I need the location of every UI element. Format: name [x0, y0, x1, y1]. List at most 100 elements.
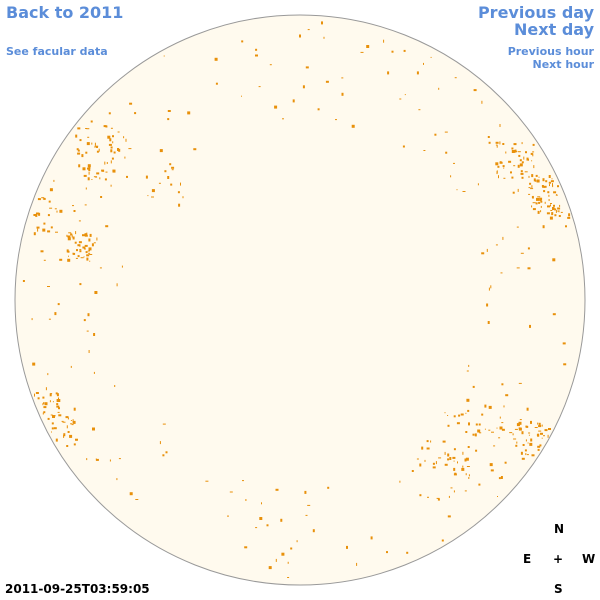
next-day-link[interactable]: Next day [514, 20, 594, 39]
facula [399, 480, 401, 483]
facula [335, 119, 337, 121]
facula [116, 478, 118, 481]
facula [516, 423, 520, 427]
facula [67, 258, 71, 262]
facula [540, 200, 543, 203]
facula [554, 208, 557, 211]
facula [402, 145, 405, 148]
facula [37, 198, 41, 201]
facula [547, 434, 549, 438]
facula [464, 490, 467, 492]
facula [96, 150, 99, 153]
facula [53, 179, 55, 182]
facula [524, 449, 527, 452]
facula [502, 165, 505, 168]
facula [282, 118, 284, 120]
facula [444, 463, 448, 466]
facula [538, 430, 542, 432]
facula [517, 151, 521, 153]
facula [545, 180, 548, 183]
facula [449, 457, 452, 460]
facula [71, 234, 73, 238]
facula [447, 424, 450, 427]
facula [89, 254, 93, 255]
facula [78, 164, 81, 168]
facula [488, 287, 490, 291]
facula [59, 258, 63, 261]
facula [456, 422, 460, 425]
facula [96, 146, 98, 148]
facula [477, 429, 481, 433]
facula [94, 291, 98, 294]
facula [42, 403, 44, 406]
facula [360, 51, 364, 53]
facula [529, 442, 533, 446]
facula [525, 439, 527, 442]
facula [452, 456, 456, 459]
facula [524, 171, 528, 173]
facula [532, 153, 534, 157]
facula [91, 243, 94, 247]
facula [487, 321, 490, 324]
facula [91, 179, 93, 180]
facula [509, 432, 513, 434]
facula [101, 169, 105, 172]
facula [457, 461, 458, 464]
facula [88, 171, 90, 175]
facula [538, 201, 541, 204]
facula [56, 210, 58, 213]
facula [76, 249, 78, 252]
facula [151, 196, 154, 198]
facula [505, 151, 507, 154]
facula [530, 152, 533, 155]
facula [111, 157, 114, 160]
facula [537, 435, 539, 437]
facula [49, 188, 53, 192]
facula [58, 397, 59, 400]
facula [423, 62, 424, 65]
facula [497, 165, 500, 168]
facula [79, 249, 82, 251]
facula [47, 230, 51, 233]
facula [488, 405, 492, 409]
facula [82, 167, 86, 171]
facula [32, 362, 36, 366]
facula [53, 427, 57, 430]
facula [51, 427, 54, 430]
facula [552, 185, 554, 188]
facula [290, 547, 293, 550]
facula [513, 165, 516, 167]
previous-hour-link[interactable]: Previous hour [507, 45, 594, 58]
facular-link[interactable]: See facular data [6, 45, 108, 58]
facula [93, 333, 96, 336]
facula [438, 87, 440, 90]
next-hour-link[interactable]: Next hour [532, 58, 595, 71]
facula [487, 136, 490, 138]
facula [513, 143, 517, 146]
facula [79, 250, 82, 253]
back-link[interactable]: Back to 2011 [6, 3, 124, 22]
facula [87, 177, 90, 181]
facula [162, 423, 166, 425]
facula [151, 189, 155, 193]
facula [40, 250, 44, 253]
facula [56, 399, 60, 402]
previous-day-link[interactable]: Previous day [477, 3, 594, 22]
facula [259, 517, 263, 520]
facula [163, 55, 165, 57]
facula [83, 248, 86, 250]
facula [255, 48, 258, 51]
facula [503, 177, 506, 179]
facula [61, 420, 64, 422]
compass-east: E [523, 552, 532, 566]
facula [48, 318, 51, 320]
facula [280, 518, 283, 522]
facula [548, 199, 550, 201]
facula [532, 143, 535, 146]
facula [538, 422, 541, 426]
facula [488, 429, 491, 431]
facula [532, 208, 536, 211]
facula [536, 179, 540, 183]
facula [434, 133, 437, 136]
facula [454, 472, 457, 474]
